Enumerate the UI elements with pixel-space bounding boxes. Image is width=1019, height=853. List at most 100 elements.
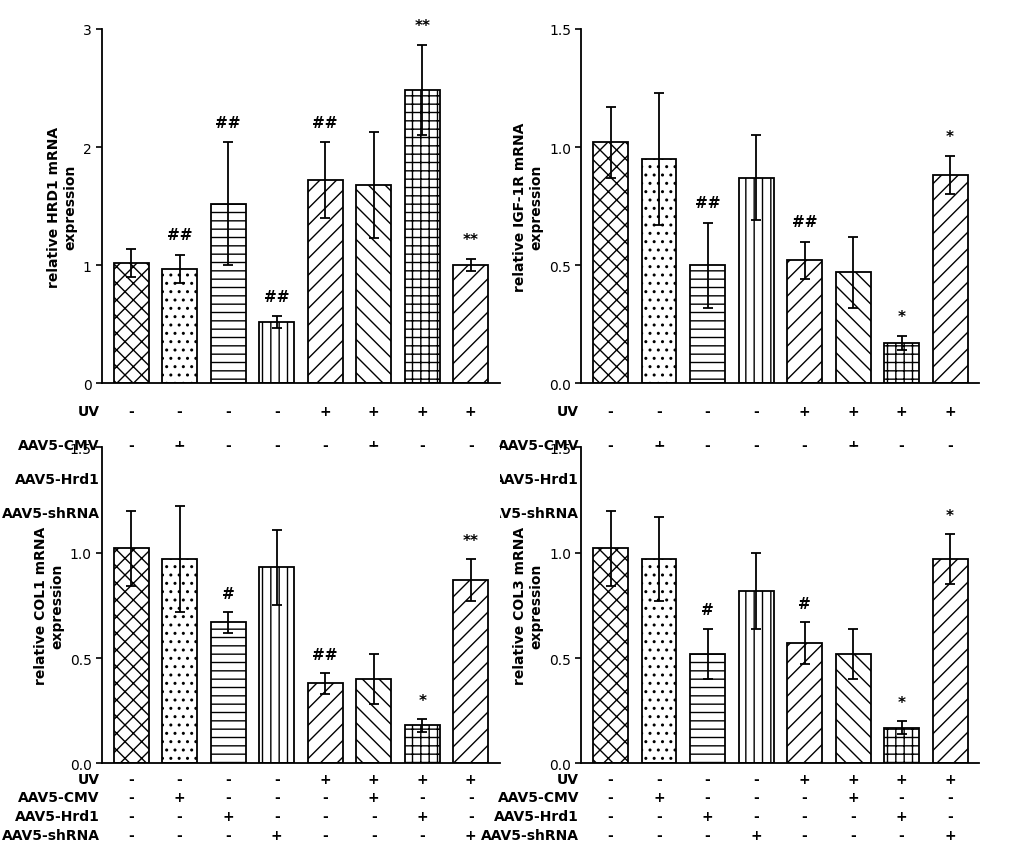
Text: +: + <box>750 828 761 843</box>
Text: -: - <box>371 828 376 843</box>
Text: +: + <box>944 507 955 520</box>
Text: +: + <box>416 404 428 418</box>
Text: UV: UV <box>556 772 579 786</box>
Text: **: ** <box>414 19 430 34</box>
Text: +: + <box>465 772 476 786</box>
Text: -: - <box>371 507 376 520</box>
Text: +: + <box>465 507 476 520</box>
Text: -: - <box>419 828 425 843</box>
Text: -: - <box>850 828 855 843</box>
Text: +: + <box>368 772 379 786</box>
Text: -: - <box>801 791 807 804</box>
Bar <box>308 181 342 384</box>
Text: AAV5-Hrd1: AAV5-Hrd1 <box>493 809 579 823</box>
Text: AAV5-shRNA: AAV5-shRNA <box>2 828 100 843</box>
Text: -: - <box>419 791 425 804</box>
Text: -: - <box>128 473 133 486</box>
Text: +: + <box>416 473 428 486</box>
Bar <box>931 177 967 384</box>
Text: +: + <box>368 404 379 418</box>
Bar <box>356 186 390 384</box>
Text: +: + <box>895 473 907 486</box>
Text: -: - <box>371 809 376 823</box>
Text: +: + <box>319 772 330 786</box>
Text: -: - <box>607 791 612 804</box>
Text: AAV5-CMV: AAV5-CMV <box>18 791 100 804</box>
Text: +: + <box>847 404 858 418</box>
Text: UV: UV <box>77 772 100 786</box>
Text: *: * <box>418 693 426 708</box>
Text: +: + <box>895 809 907 823</box>
Text: +: + <box>701 809 712 823</box>
Text: -: - <box>128 404 133 418</box>
Text: -: - <box>752 438 758 452</box>
Text: -: - <box>322 809 328 823</box>
Text: +: + <box>847 791 858 804</box>
Text: -: - <box>607 507 612 520</box>
Text: -: - <box>947 473 952 486</box>
Bar <box>259 568 293 763</box>
Text: -: - <box>273 404 279 418</box>
Text: -: - <box>273 473 279 486</box>
Bar <box>356 679 390 763</box>
Text: +: + <box>465 828 476 843</box>
Text: -: - <box>801 828 807 843</box>
Text: +: + <box>368 438 379 452</box>
Bar <box>113 548 149 763</box>
Text: +: + <box>944 404 955 418</box>
Text: AAV5-shRNA: AAV5-shRNA <box>481 828 579 843</box>
Text: AAV5-shRNA: AAV5-shRNA <box>481 507 579 520</box>
Text: -: - <box>898 438 904 452</box>
Text: -: - <box>273 809 279 823</box>
Text: -: - <box>322 828 328 843</box>
Text: ##: ## <box>264 289 289 305</box>
Bar <box>592 548 628 763</box>
Text: AAV5-Hrd1: AAV5-Hrd1 <box>14 473 100 486</box>
Text: -: - <box>655 473 661 486</box>
Text: +: + <box>944 772 955 786</box>
Text: -: - <box>225 828 230 843</box>
Text: +: + <box>416 772 428 786</box>
Text: -: - <box>468 473 473 486</box>
Bar <box>162 560 197 763</box>
Text: +: + <box>701 473 712 486</box>
Text: AAV5-CMV: AAV5-CMV <box>497 791 579 804</box>
Bar <box>690 266 725 384</box>
Text: -: - <box>801 809 807 823</box>
Bar <box>931 560 967 763</box>
Text: -: - <box>322 791 328 804</box>
Text: -: - <box>801 473 807 486</box>
Text: UV: UV <box>556 404 579 418</box>
Text: +: + <box>465 404 476 418</box>
Bar <box>883 728 918 763</box>
Text: +: + <box>750 507 761 520</box>
Text: -: - <box>322 438 328 452</box>
Text: -: - <box>655 828 661 843</box>
Text: -: - <box>128 507 133 520</box>
Text: -: - <box>607 438 612 452</box>
Bar <box>452 266 488 384</box>
Text: -: - <box>655 404 661 418</box>
Bar <box>738 178 772 384</box>
Text: AAV5-CMV: AAV5-CMV <box>18 438 100 452</box>
Text: -: - <box>128 438 133 452</box>
Text: +: + <box>798 772 809 786</box>
Text: -: - <box>176 507 182 520</box>
Text: -: - <box>947 809 952 823</box>
Text: +: + <box>222 473 233 486</box>
Text: -: - <box>128 828 133 843</box>
Text: -: - <box>704 507 709 520</box>
Text: -: - <box>225 507 230 520</box>
Text: +: + <box>652 791 664 804</box>
Text: +: + <box>222 809 233 823</box>
Text: -: - <box>225 438 230 452</box>
Text: **: ** <box>463 233 478 247</box>
Text: +: + <box>847 438 858 452</box>
Text: +: + <box>847 772 858 786</box>
Text: -: - <box>176 473 182 486</box>
Text: ##: ## <box>215 116 240 131</box>
Bar <box>690 654 725 763</box>
Text: *: * <box>897 310 905 324</box>
Text: -: - <box>273 772 279 786</box>
Text: -: - <box>176 772 182 786</box>
